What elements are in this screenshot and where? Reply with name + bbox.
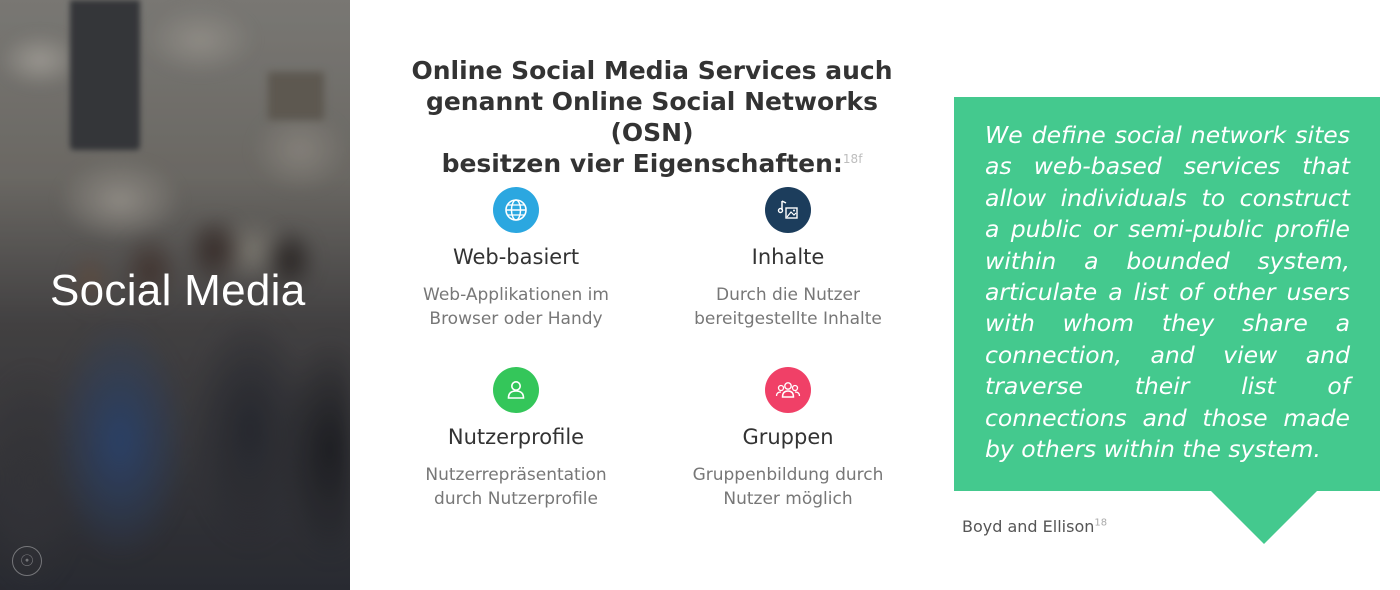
feature-description-line: Nutzer möglich (723, 489, 853, 509)
group-icon (765, 367, 811, 413)
feature-description-line: Browser oder Handy (429, 309, 603, 329)
heading-footnote: 18f (842, 152, 863, 166)
feature-content: Inhalte Durch die Nutzer bereitgestellte… (663, 187, 913, 331)
feature-title: Gruppen (742, 425, 834, 449)
feature-description: Gruppenbildung durch Nutzer möglich (663, 463, 913, 511)
feature-title: Nutzerprofile (447, 425, 585, 449)
feature-description-line: Gruppenbildung durch (692, 465, 884, 485)
feature-description-line: Durch die Nutzer (716, 285, 860, 305)
heading-line-1: Online Social Media Services auch (411, 56, 893, 85)
slide-heading: Online Social Media Services auch genann… (400, 55, 904, 179)
lightbulb-icon: ☉ (12, 546, 42, 576)
feature-user-profiles: Nutzerprofile Nutzerrepräsentation durch… (391, 367, 641, 511)
feature-description: Web-Applikationen im Browser oder Handy (391, 283, 641, 331)
wall-sign-background (268, 72, 324, 120)
feature-description-line: Web-Applikationen im (423, 285, 609, 305)
photo-overlay (0, 0, 350, 590)
feature-description-line: bereitgestellte Inhalte (694, 309, 882, 329)
quote-bubble: We define social network sites as web-ba… (954, 97, 1380, 491)
feature-description: Nutzerrepräsentation durch Nutzerprofile (391, 463, 641, 511)
heading-line-3: besitzen vier Eigenschaften: (441, 149, 843, 178)
feature-title: Web-basiert (452, 245, 580, 269)
quote-author: Boyd and Ellison (962, 517, 1095, 536)
window-background (70, 0, 140, 150)
heading-line-2: genannt Online Social Networks (OSN) (425, 87, 879, 147)
feature-groups: Gruppen Gruppenbildung durch Nutzer mögl… (663, 367, 913, 511)
quote-bubble-tail (1211, 491, 1317, 544)
feature-title: Inhalte (751, 245, 825, 269)
feature-description-line: durch Nutzerprofile (434, 489, 598, 509)
media-content-icon (765, 187, 811, 233)
feature-description-line: Nutzerrepräsentation (425, 465, 607, 485)
section-title: Social Media (50, 266, 306, 315)
quote-text: We define social network sites as web-ba… (985, 121, 1350, 464)
quote-footnote: 18 (1094, 517, 1108, 529)
quote-source: Boyd and Ellison18 (962, 517, 1107, 536)
globe-icon (493, 187, 539, 233)
feature-web-based: Web-basiert Web-Applikationen im Browser… (391, 187, 641, 331)
user-profile-icon (493, 367, 539, 413)
hero-photo: Social Media ☉ (0, 0, 350, 590)
feature-description: Durch die Nutzer bereitgestellte Inhalte (663, 283, 913, 331)
group-of-people-background (0, 220, 350, 590)
